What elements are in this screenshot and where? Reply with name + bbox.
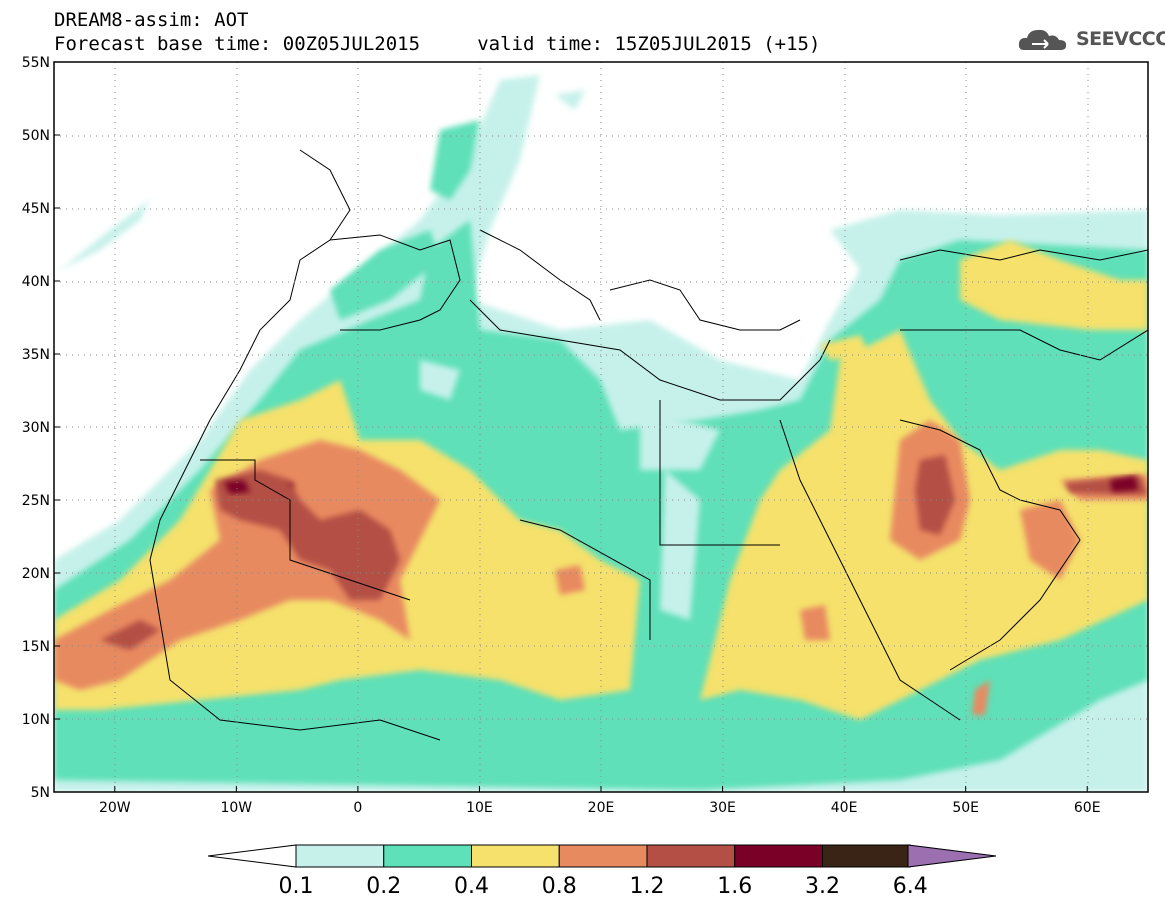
seevccc-logo: SEEVCCC: [1018, 26, 1165, 56]
colorbar-low-arrow: [207, 844, 297, 868]
colorbar-label: 0.8: [542, 874, 577, 899]
lat-axis: 55N 50N 45N 40N 35N 30N 25N 20N 15N 10N 5N: [22, 55, 60, 801]
colorbar-label: 0.1: [279, 874, 314, 899]
colorbar-high-arrow: [907, 844, 997, 868]
colorbar-label: 1.2: [630, 874, 665, 899]
lon-label: 20W: [99, 800, 131, 816]
colorbar-swatch: [558, 844, 648, 868]
lat-label: 5N: [31, 785, 50, 801]
colorbar-label: 0.2: [366, 874, 401, 899]
colorbar-swatch: [734, 844, 823, 868]
colorbar-label: 1.6: [717, 874, 752, 899]
lat-label: 20N: [22, 566, 50, 582]
lat-label: 15N: [22, 639, 50, 655]
lon-label: 30E: [709, 800, 736, 816]
lon-label: 20E: [588, 800, 615, 816]
lat-label: 10N: [22, 712, 50, 728]
lon-label: 60E: [1074, 800, 1101, 816]
lon-label: 0: [353, 800, 362, 816]
colorbar-label: 6.4: [893, 874, 928, 899]
cloud-icon: [1018, 29, 1067, 50]
colorbar-label: 0.4: [454, 874, 489, 899]
colorbar-swatch: [471, 844, 560, 868]
lat-label: 25N: [22, 493, 50, 509]
lon-label: 40E: [831, 800, 858, 816]
lat-label: 45N: [22, 201, 50, 217]
forecast-times: Forecast base time: 00Z05JUL2015 valid t…: [54, 33, 821, 55]
lon-label: 50E: [952, 800, 979, 816]
colorbar-swatch: [822, 844, 911, 868]
lat-label: 40N: [22, 274, 50, 290]
coastlines: [149, 149, 1148, 741]
aot-field: [54, 62, 1148, 792]
logo-text: SEEVCCC: [1076, 28, 1165, 50]
lon-axis: 20W 10W 0 10E 20E 30E 40E 50E 60E: [99, 786, 1101, 816]
colorbar-swatch: [646, 844, 736, 868]
lon-label: 10E: [466, 800, 493, 816]
lat-label: 30N: [22, 420, 50, 436]
lat-label: 55N: [22, 55, 50, 71]
colorbar: 0.1 0.2 0.4 0.8 1.2 1.6 3.2 6.4: [207, 844, 997, 899]
lat-label: 50N: [22, 128, 50, 144]
graticule: [54, 62, 1148, 792]
lon-label: 10W: [220, 800, 252, 816]
colorbar-label: 3.2: [805, 874, 840, 899]
plot-title: DREAM8-assim: AOT: [54, 9, 249, 31]
colorbar-swatch: [295, 844, 385, 868]
lat-label: 35N: [22, 347, 50, 363]
colorbar-swatch: [383, 844, 472, 868]
